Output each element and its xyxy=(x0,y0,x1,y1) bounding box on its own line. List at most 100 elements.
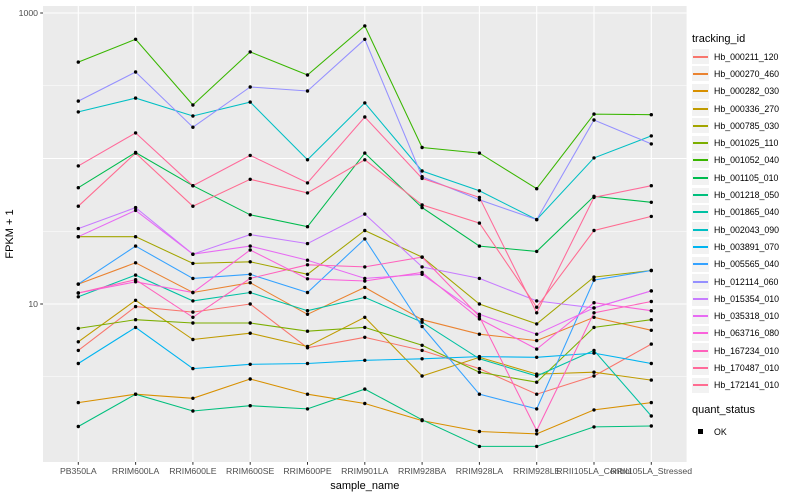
data-point xyxy=(420,324,424,329)
data-point xyxy=(191,204,195,208)
x-axis-tick-label: RRIM928LA xyxy=(456,466,504,476)
legend-item: Hb_003891_070 xyxy=(692,238,779,255)
data-point xyxy=(191,103,195,107)
legend-item: Hb_002043_090 xyxy=(692,221,779,238)
data-point xyxy=(305,392,310,396)
data-point xyxy=(305,272,310,276)
data-point xyxy=(363,335,367,339)
data-point xyxy=(420,265,424,269)
legend-item-label: Hb_167234_010 xyxy=(714,345,780,356)
data-point xyxy=(477,314,482,319)
data-point xyxy=(76,186,81,190)
data-point xyxy=(535,428,539,433)
data-point xyxy=(592,278,596,282)
data-point xyxy=(76,60,81,64)
legend-item: Hb_001052_040 xyxy=(692,152,779,169)
data-point xyxy=(477,392,482,396)
line-key-icon xyxy=(692,152,709,168)
x-axis-title: sample_name xyxy=(330,480,399,492)
data-point xyxy=(305,73,310,77)
legend-items: Hb_000211_120 Hb_000270_460 Hb_000282_030 H… xyxy=(692,48,779,394)
data-point xyxy=(363,285,367,290)
data-point xyxy=(420,145,424,150)
data-point xyxy=(191,114,195,118)
data-point xyxy=(191,252,195,256)
data-point xyxy=(363,24,367,28)
data-point xyxy=(191,125,195,129)
legend-item: Hb_035318_010 xyxy=(692,307,779,324)
legend-item-label: Hb_170487_010 xyxy=(714,362,780,373)
legend-item-label: Hb_035318_010 xyxy=(714,311,780,322)
data-point xyxy=(477,317,482,321)
data-point xyxy=(420,357,424,361)
data-point xyxy=(191,321,195,325)
data-point xyxy=(133,261,138,265)
line-key-icon xyxy=(692,135,709,151)
line-key-icon xyxy=(692,222,709,238)
data-point xyxy=(649,113,653,117)
legend-item: Hb_172141_010 xyxy=(692,377,779,394)
line-key-icon xyxy=(692,256,709,272)
data-point xyxy=(191,299,195,303)
data-point xyxy=(191,184,195,188)
legend-item-label: Hb_172141_010 xyxy=(714,380,780,391)
legend-item: Hb_000282_030 xyxy=(692,83,779,100)
data-point xyxy=(76,295,81,299)
line-key-icon xyxy=(692,66,709,82)
data-point xyxy=(133,392,138,396)
data-point xyxy=(363,387,367,391)
data-point xyxy=(592,112,596,116)
data-point xyxy=(191,315,195,319)
x-axis-tick-label: RRIM928LE xyxy=(513,466,561,476)
data-point xyxy=(649,134,653,138)
data-point xyxy=(363,237,367,241)
data-point xyxy=(477,332,482,336)
data-point xyxy=(133,37,138,41)
data-point xyxy=(305,277,310,281)
legend-item: Hb_000211_120 xyxy=(692,48,779,65)
data-point xyxy=(76,110,81,114)
data-point xyxy=(363,325,367,330)
x-axis-tick-label: RRII105LA_Control xyxy=(556,466,631,476)
data-point xyxy=(248,260,252,264)
data-point xyxy=(76,235,81,239)
data-point xyxy=(592,301,596,305)
data-point xyxy=(592,311,596,315)
line-key-icon xyxy=(692,204,709,220)
data-point xyxy=(305,225,310,229)
data-point xyxy=(592,118,596,122)
y-axis-tick-label: 10 xyxy=(28,299,38,309)
x-axis-tick-label: RRIM600PE xyxy=(283,466,331,476)
data-point xyxy=(535,374,539,378)
data-point xyxy=(592,156,596,160)
line-key-icon xyxy=(692,49,709,65)
legend-item: Hb_000785_030 xyxy=(692,117,779,134)
data-point xyxy=(191,310,195,314)
data-point xyxy=(76,164,81,168)
data-point xyxy=(477,221,482,225)
data-point xyxy=(305,263,310,267)
data-point xyxy=(76,400,81,405)
data-point xyxy=(133,70,138,74)
x-axis-tick-label: RRIM901LA xyxy=(341,466,389,476)
data-point xyxy=(133,208,138,213)
data-point xyxy=(420,320,424,324)
x-axis-tick-label: RRIM928BA xyxy=(398,466,446,476)
data-point xyxy=(191,261,195,266)
data-point xyxy=(535,217,539,222)
legend-title: tracking_id xyxy=(692,33,746,45)
data-point xyxy=(248,213,252,217)
data-point xyxy=(535,444,539,449)
data-point xyxy=(133,96,138,100)
data-point xyxy=(477,151,482,155)
data-point xyxy=(363,151,367,155)
data-point xyxy=(649,289,653,293)
data-point xyxy=(592,195,596,200)
line-key-icon xyxy=(692,83,709,99)
data-point xyxy=(76,291,81,295)
legend-item-label: Hb_000211_120 xyxy=(714,51,779,62)
data-point xyxy=(133,325,138,330)
line-key-icon xyxy=(692,291,709,307)
